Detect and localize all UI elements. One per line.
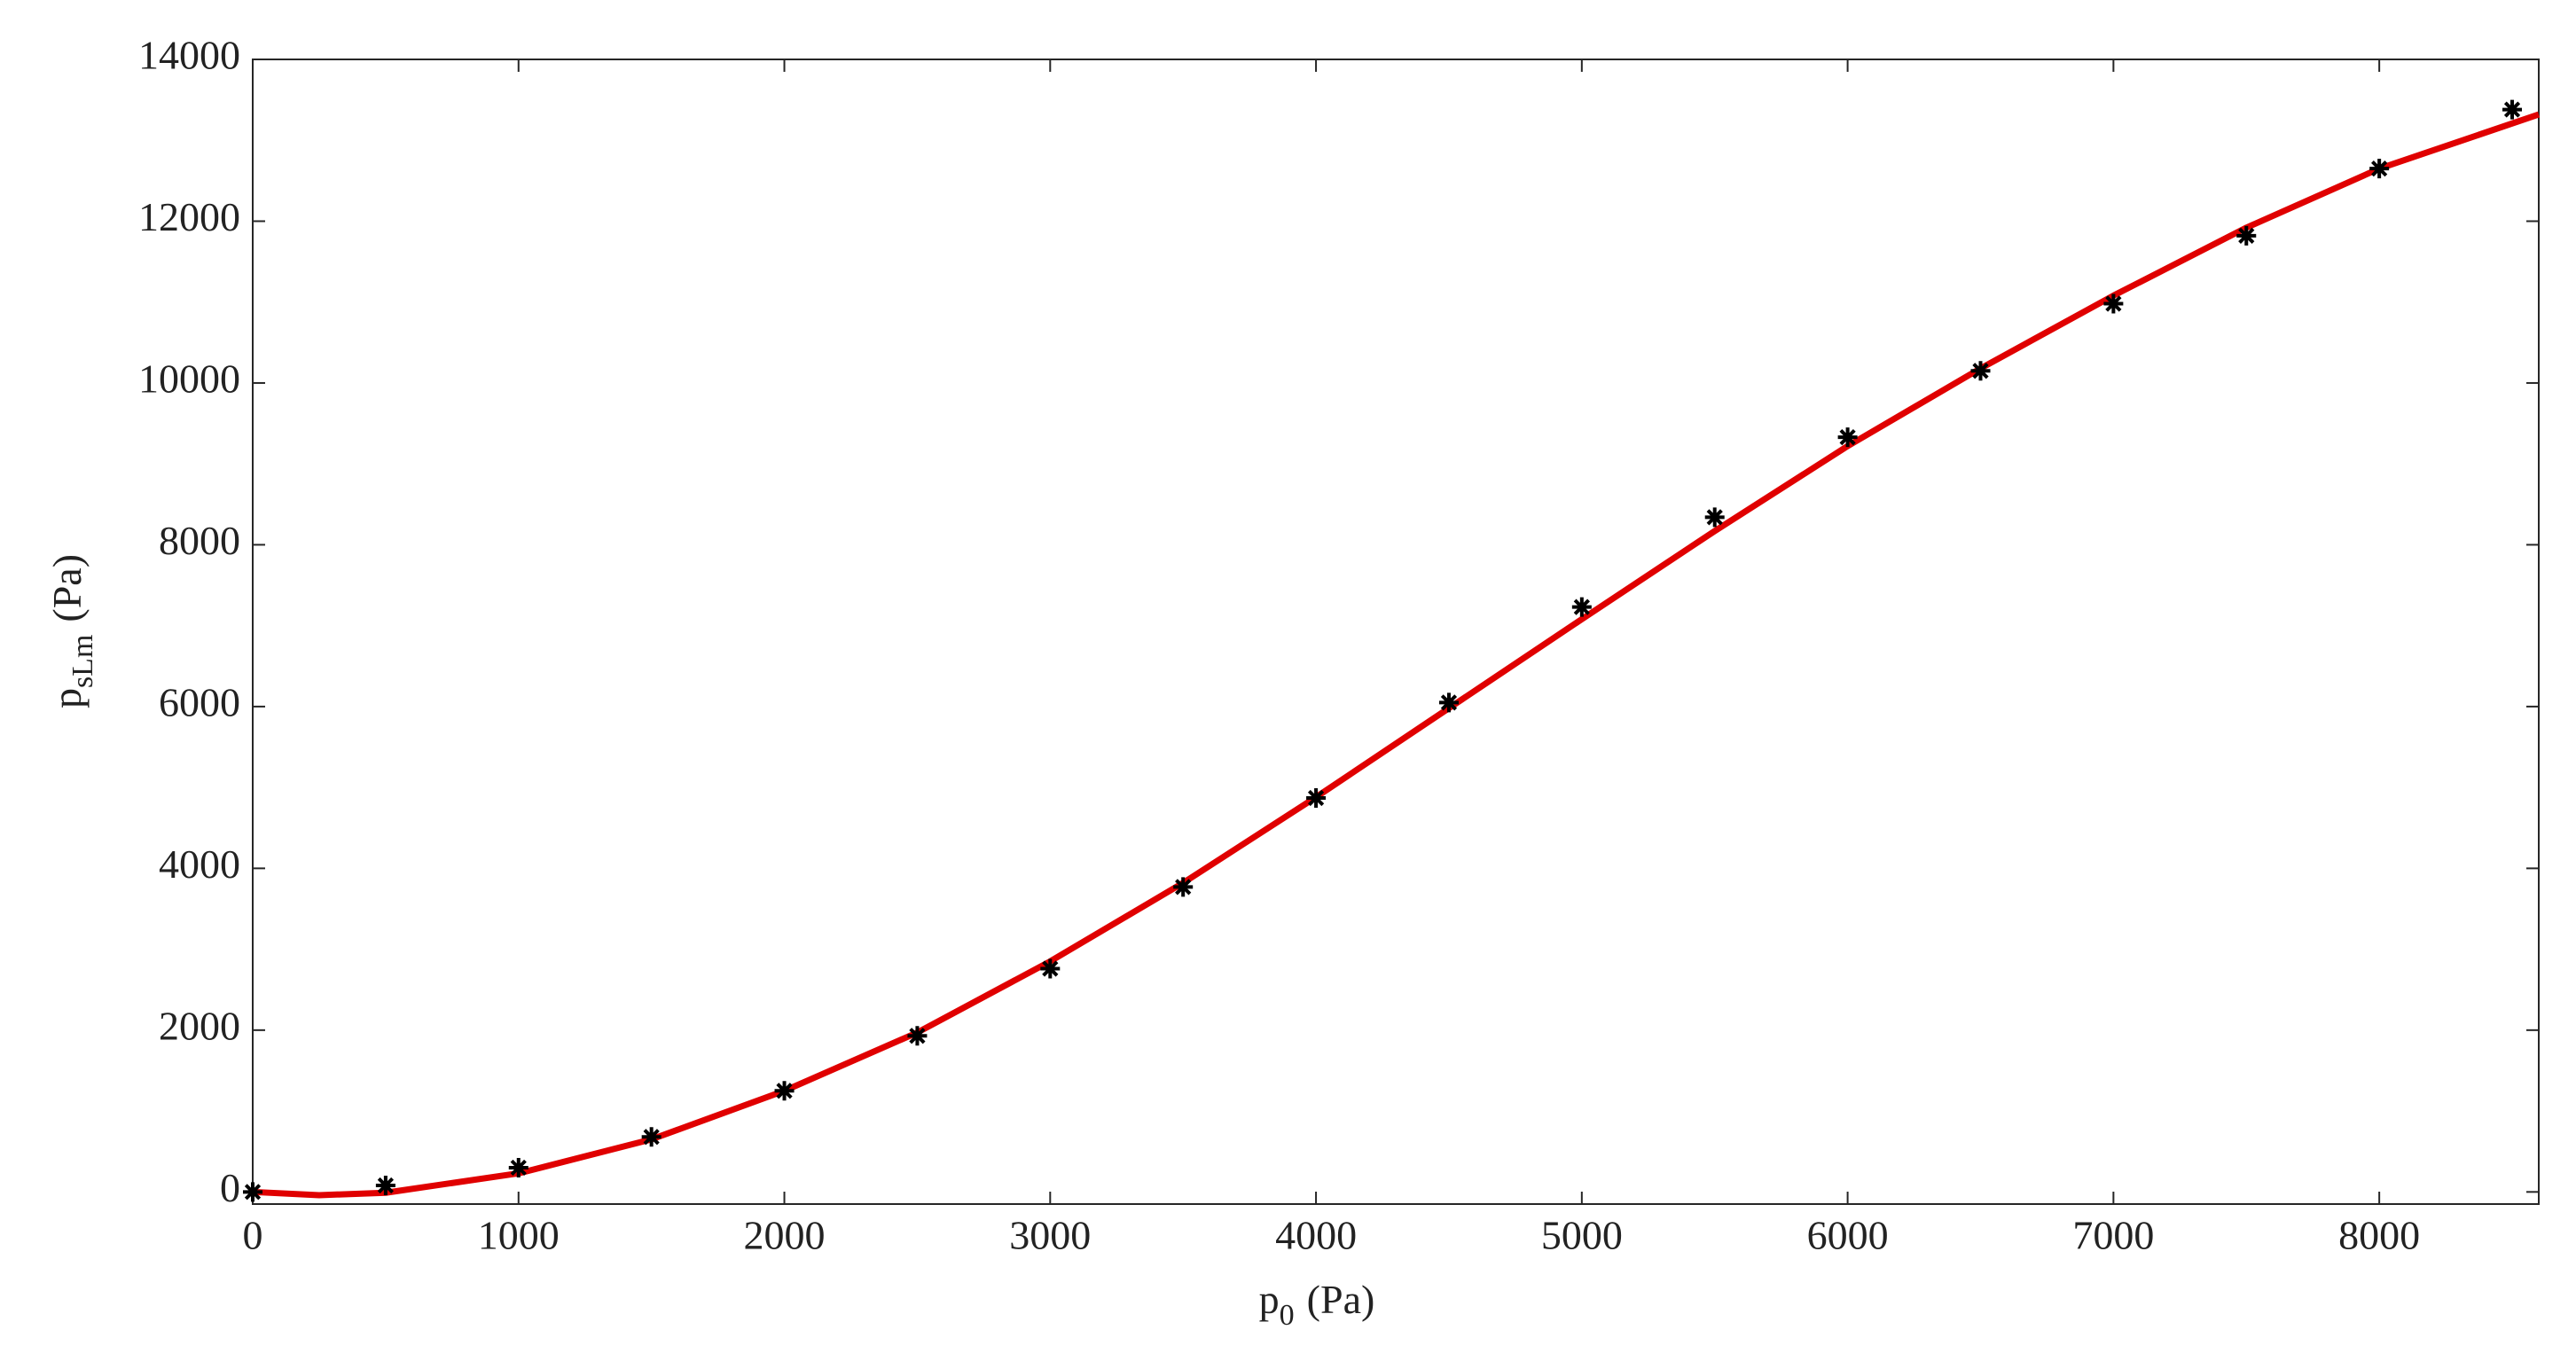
y-tick-label: 10000 <box>138 356 240 402</box>
x-tick-label: 0 <box>243 1213 263 1258</box>
asterisk-marker <box>2103 293 2124 314</box>
asterisk-marker <box>1173 877 1194 897</box>
y-tick-label: 12000 <box>138 194 240 239</box>
asterisk-marker <box>243 1182 262 1202</box>
x-tick-label: 4000 <box>1275 1213 1357 1258</box>
asterisk-marker <box>1040 958 1061 979</box>
asterisk-marker <box>1837 427 1858 448</box>
asterisk-marker <box>907 1026 928 1046</box>
y-label-subscript: sLm <box>67 635 99 688</box>
y-label-unit: (Pa) <box>44 554 90 622</box>
y-tick-label: 4000 <box>159 841 240 887</box>
asterisk-marker <box>1438 692 1459 713</box>
x-tick-label: 2000 <box>744 1213 826 1258</box>
x-tick-label: 5000 <box>1541 1213 1623 1258</box>
x-label-subscript: 0 <box>1280 1299 1295 1332</box>
asterisk-marker <box>641 1127 662 1147</box>
y-tick-label: 14000 <box>138 33 240 78</box>
x-axis-label: p0 (Pa) <box>1259 1277 1375 1332</box>
y-label-base: p <box>44 688 90 708</box>
x-tick-label: 7000 <box>2072 1213 2154 1258</box>
asterisk-marker <box>1571 597 1592 617</box>
asterisk-marker <box>375 1176 395 1196</box>
asterisk-marker <box>1970 361 1991 381</box>
asterisk-marker <box>2236 225 2257 246</box>
x-label-base: p <box>1259 1277 1280 1322</box>
x-label-unit: (Pa) <box>1307 1277 1375 1322</box>
x-tick-label: 8000 <box>2338 1213 2420 1258</box>
y-axis-label: psLm (Pa) <box>44 554 99 708</box>
x-tick-label: 6000 <box>1807 1213 1889 1258</box>
asterisk-marker <box>508 1157 529 1177</box>
asterisk-marker <box>1306 787 1327 808</box>
y-tick-label: 2000 <box>159 1003 240 1048</box>
y-tick-label: 6000 <box>159 679 240 724</box>
plot-frame <box>252 59 2540 1205</box>
y-tick-label: 8000 <box>159 518 240 563</box>
y-tick-label: 0 <box>220 1165 240 1210</box>
asterisk-marker <box>2369 159 2390 179</box>
asterisk-marker <box>774 1081 795 1101</box>
x-tick-label: 1000 <box>478 1213 560 1258</box>
asterisk-marker <box>1704 507 1725 528</box>
x-tick-label: 3000 <box>1009 1213 1091 1258</box>
asterisk-marker <box>2502 99 2523 120</box>
